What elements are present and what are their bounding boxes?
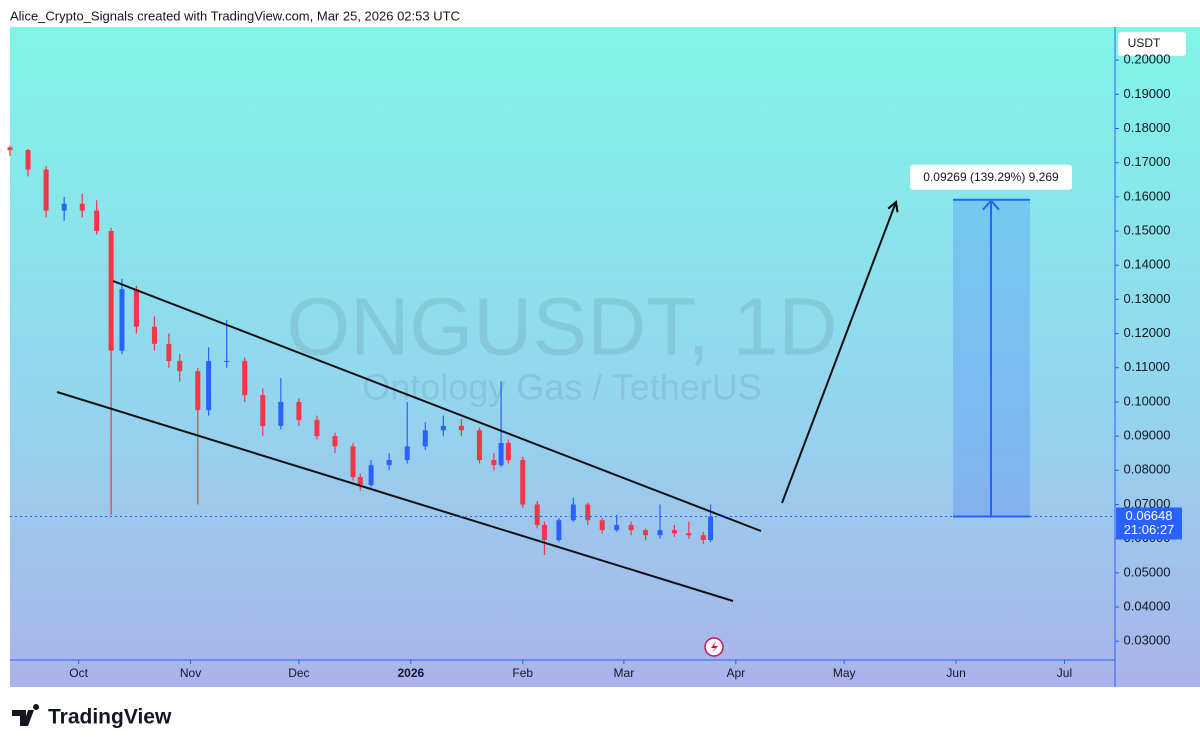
brand-logo (12, 704, 40, 726)
candle-body (43, 169, 49, 211)
candle-body (195, 371, 201, 411)
measure-label: 0.09269 (139.29%) 9,269 (923, 170, 1059, 184)
candle-body (25, 150, 31, 170)
candle-body (242, 360, 248, 396)
y-tick-label: 0.05000 (1124, 564, 1171, 579)
candle-body (585, 504, 591, 521)
candle-body (628, 524, 634, 531)
y-tick-label: 0.08000 (1124, 462, 1171, 477)
channel-lower (56, 391, 734, 602)
x-tick-label: Nov (180, 666, 201, 680)
candle-body (614, 524, 620, 531)
candle-body (314, 420, 320, 437)
y-tick-label: 0.17000 (1124, 154, 1171, 169)
candle-body (332, 436, 338, 447)
x-tick-label: Jun (946, 666, 965, 680)
y-tick-label: 0.09000 (1124, 428, 1171, 443)
channel-upper (112, 280, 762, 532)
y-tick-label: 0.11000 (1124, 359, 1170, 374)
candle-body (520, 460, 526, 505)
measure-label-box (910, 164, 1072, 190)
y-tick-label: 0.07000 (1124, 496, 1171, 511)
candle-body (541, 524, 547, 541)
x-tick-label: 2026 (397, 666, 424, 680)
y-tick-label: 0.20000 (1124, 52, 1171, 67)
candle-body (260, 395, 266, 426)
measure-arrow-head (982, 199, 1000, 211)
candle-body (357, 477, 363, 486)
y-tick-label: 0.15000 (1124, 222, 1171, 237)
candle-body (7, 147, 13, 151)
y-tick-label: 0.04000 (1124, 598, 1171, 613)
event-icon-bolt (711, 641, 718, 653)
candle-body (686, 533, 692, 536)
y-tick-label: 0.13000 (1124, 291, 1171, 306)
watermark-name: Ontology Gas / TetherUS (362, 367, 762, 408)
header: Alice_Crypto_Signals created with Tradin… (10, 8, 460, 23)
candle-body (440, 425, 446, 431)
brand: TradingView (48, 706, 172, 729)
candle-body (458, 425, 464, 431)
candle-body (151, 326, 157, 344)
candle-body (570, 504, 576, 521)
y-tick-label: 0.16000 (1124, 188, 1171, 203)
x-tick-label: Feb (512, 666, 533, 680)
candle-body (498, 442, 504, 466)
candle-body (643, 530, 649, 536)
candle-body (61, 203, 67, 211)
y-tick-label: 0.12000 (1124, 325, 1171, 340)
candle-body (278, 401, 284, 426)
x-tick-label: Apr (726, 666, 745, 680)
y-tick-label: 0.03000 (1124, 633, 1171, 648)
candle-body (79, 203, 85, 211)
candle-body (133, 289, 139, 327)
countdown: 21:06:27 (1124, 522, 1175, 537)
candle-body (94, 210, 100, 232)
candle-body (224, 360, 230, 362)
x-tick-label: Mar (614, 666, 635, 680)
candle-body (368, 465, 374, 486)
candle-body (671, 530, 677, 534)
candle-body (700, 535, 706, 541)
candle-body (422, 430, 428, 447)
x-tick-label: May (833, 666, 856, 680)
x-tick-label: Oct (69, 666, 88, 680)
watermark-symbol: ONGUSDT, 1D (286, 282, 837, 373)
x-tick-label: Dec (288, 666, 309, 680)
candle-body (177, 360, 183, 372)
candle-body (166, 343, 172, 361)
candle-body (599, 520, 605, 531)
last-price-label: 0.06648 (1126, 508, 1173, 523)
y-tick-label: 0.18000 (1124, 120, 1171, 135)
candle-body (119, 289, 125, 351)
candle-body (404, 446, 410, 461)
candle-body (708, 516, 714, 541)
candle-body (350, 446, 356, 478)
candle-body (534, 504, 540, 525)
x-tick-label: Jul (1057, 666, 1072, 680)
candle-body (476, 430, 482, 461)
y-tick-label: 0.19000 (1124, 86, 1171, 101)
y-tick-label: 0.14000 (1124, 257, 1171, 272)
candle-body (206, 360, 212, 411)
candle-body (505, 442, 511, 461)
y-tick-label: 0.10000 (1124, 393, 1171, 408)
plot (7, 145, 714, 556)
last-price-box (1116, 507, 1182, 540)
candle-body (108, 231, 114, 351)
candle-body (657, 530, 663, 536)
candle-body (491, 460, 497, 466)
currency-label: USDT (1128, 36, 1161, 50)
projection-arrow (781, 202, 896, 504)
candle-body (386, 460, 392, 466)
currency-box (1118, 32, 1186, 56)
candle-body (296, 401, 302, 421)
candle-body (556, 520, 562, 541)
